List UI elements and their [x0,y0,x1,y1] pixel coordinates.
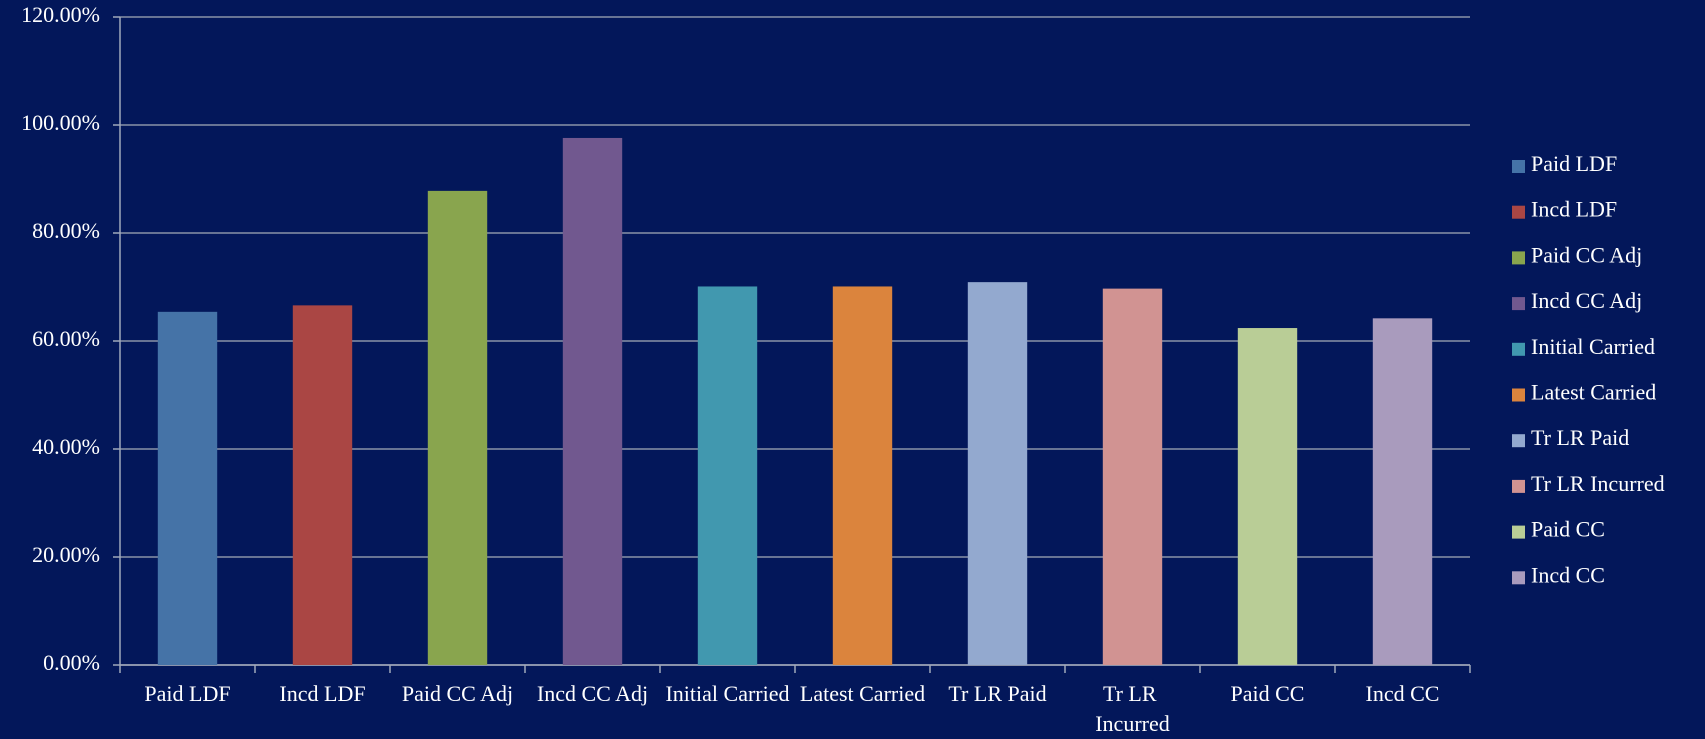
x-tick-label: Incd CC Adj [537,681,648,706]
bar [832,286,893,665]
y-tick-label: 0.00% [43,650,100,675]
legend-label: Paid LDF [1531,151,1617,176]
bar [562,137,623,665]
legend-label: Paid CC Adj [1531,242,1642,267]
legend-swatch [1512,297,1525,311]
legend-label: Initial Carried [1531,334,1655,359]
x-tick-label: Latest Carried [800,681,925,706]
y-tick-label: 60.00% [32,326,100,351]
y-tick-label: 120.00% [21,2,100,27]
legend-label: Latest Carried [1531,380,1656,405]
legend-swatch [1512,479,1525,493]
x-tick-label: Initial Carried [665,681,789,706]
legend-swatch [1512,525,1525,539]
y-tick-label: 80.00% [32,218,100,243]
legend-label: Paid CC [1531,517,1605,542]
bar [967,282,1028,665]
x-tick-label: Paid CC [1231,681,1305,706]
legend-swatch [1512,388,1525,402]
legend-swatch [1512,160,1525,173]
x-tick-label: Paid LDF [144,681,230,706]
legend-label: Incd CC [1531,562,1605,587]
x-tick-label: Paid CC Adj [402,681,513,706]
legend-swatch [1512,251,1525,265]
bar [157,311,218,665]
x-tick-label: Incd LDF [279,681,365,706]
legend-swatch [1512,434,1525,448]
bar [1237,328,1298,665]
legend-swatch [1512,342,1525,356]
legend-label: Incd LDF [1531,197,1617,222]
y-tick-label: 40.00% [32,434,100,459]
y-tick-label: 100.00% [21,110,100,135]
bar [1372,318,1433,665]
legend-label: Tr LR Paid [1531,425,1629,450]
x-tick-label: Tr LR Incurred [1095,681,1170,736]
bar [697,286,758,665]
legend-swatch [1512,205,1525,219]
legend-label: Tr LR Incurred [1531,471,1665,496]
bar [1102,288,1163,665]
bar [292,305,353,665]
bar [427,190,488,665]
legend-label: Incd CC Adj [1531,288,1642,313]
y-tick-label: 20.00% [32,542,100,567]
legend-swatch [1512,571,1525,585]
x-tick-label: Tr LR Paid [948,681,1046,706]
x-tick-label: Incd CC [1366,681,1440,706]
